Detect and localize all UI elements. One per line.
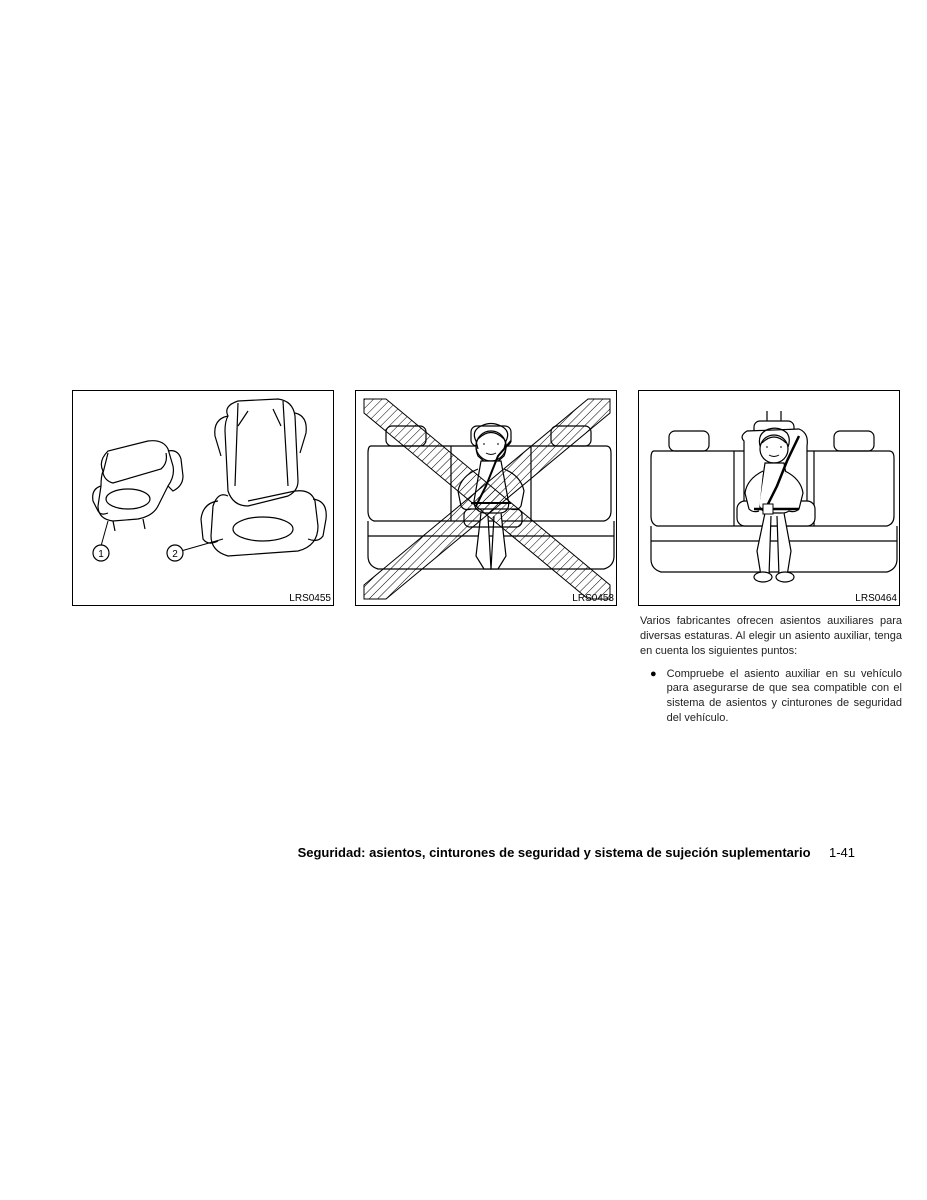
figure-1-label: LRS0455 [289, 593, 331, 604]
bullet-text-1: Compruebe el asiento auxiliar en su vehí… [667, 667, 902, 726]
figure-2: LRS0453 [355, 390, 617, 606]
figures-row: 1 [72, 390, 902, 606]
figure-2-label: LRS0453 [572, 593, 614, 604]
figure-3-label: LRS0464 [855, 593, 897, 604]
text-column: Varios fabricantes ofrecen asientos auxi… [640, 614, 902, 726]
figure-3: LRS0464 [638, 390, 900, 606]
page-footer: Seguridad: asientos, cinturones de segur… [0, 844, 927, 862]
figure-1: 1 [72, 390, 334, 606]
footer-page-number: 1-41 [829, 845, 855, 860]
intro-paragraph: Varios fabricantes ofrecen asientos auxi… [640, 614, 902, 659]
callout-2-text: 2 [172, 549, 178, 560]
bullet-item-1: ● Compruebe el asiento auxiliar en su ve… [640, 667, 902, 726]
booster-seats-illustration: 1 [73, 391, 335, 607]
bullet-icon: ● [650, 667, 657, 726]
content-area: 1 [72, 390, 902, 726]
incorrect-booster-illustration [356, 391, 618, 607]
footer-section-title: Seguridad: asientos, cinturones de segur… [298, 845, 811, 860]
callout-1-text: 1 [98, 549, 104, 560]
correct-booster-illustration [639, 391, 901, 607]
